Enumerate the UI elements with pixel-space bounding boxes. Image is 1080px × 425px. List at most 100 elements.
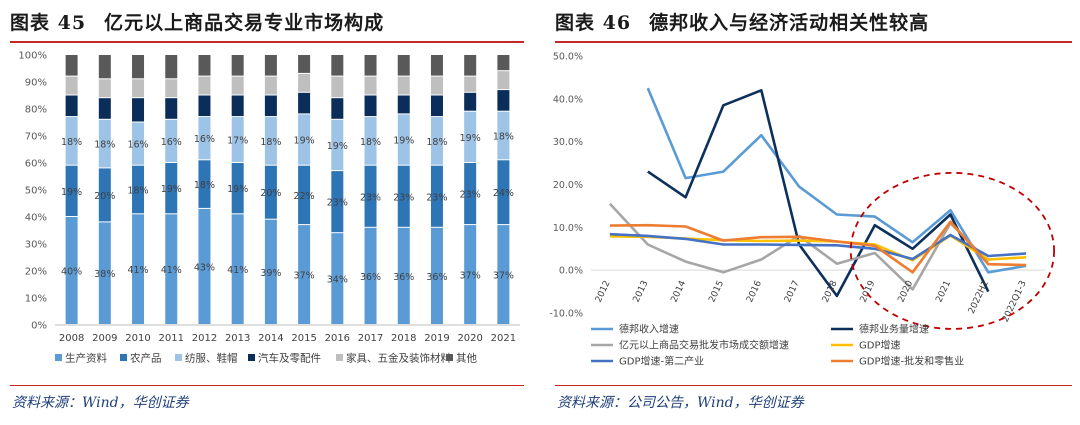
bar-segment xyxy=(430,227,443,324)
bar-segment xyxy=(430,165,443,227)
bar-segment xyxy=(264,165,277,219)
x-tick-label: 2011 xyxy=(159,333,184,344)
right-title-rule xyxy=(555,41,1072,43)
x-tick-label: 2014 xyxy=(258,333,283,344)
x-tick-label: 2013 xyxy=(225,333,250,344)
y-tick-label: 40.0% xyxy=(553,94,583,105)
bar-data-label: 18% xyxy=(493,132,514,143)
series-line xyxy=(647,89,990,298)
left-panel: 图表 45 亿元以上商品交易专业市场构成 0% 10% 20% 30% 40% 50% 60%… xyxy=(0,0,532,425)
left-figure-number: 图表 45 xyxy=(10,12,87,34)
bar-segment xyxy=(198,95,211,117)
bar-segment xyxy=(397,55,410,76)
bar-segment xyxy=(198,55,211,76)
highlight-ellipse xyxy=(849,171,1055,330)
bar-segment xyxy=(98,79,111,98)
bar-segment xyxy=(464,225,477,324)
bar-segment xyxy=(464,55,477,76)
legend-swatch xyxy=(248,354,255,361)
bar-segment xyxy=(497,55,510,71)
bar-data-label: 23% xyxy=(393,192,414,203)
y-tick-label: 80% xyxy=(25,105,47,116)
y-tick-label: 20.0% xyxy=(553,180,583,191)
bar-segment xyxy=(464,163,477,225)
bar-segment xyxy=(397,227,410,324)
bar-segment xyxy=(132,79,145,98)
bar-segment xyxy=(364,95,377,117)
legend-label: 其他 xyxy=(456,352,477,365)
bar-segment xyxy=(165,55,178,79)
x-tick-label: 2018 xyxy=(391,333,416,344)
right-figure-title-text: 德邦收入与经济活动相关性较高 xyxy=(649,12,930,34)
bar-segment xyxy=(298,55,311,73)
y-tick-label: -10.0% xyxy=(549,309,583,320)
x-tick-label: 2021 xyxy=(934,279,953,304)
y-tick-label: 10% xyxy=(25,294,47,305)
x-tick-label: 2020 xyxy=(457,333,482,344)
bar-data-label: 41% xyxy=(161,265,182,276)
x-tick-label: 2012 xyxy=(192,333,217,344)
bar-data-label: 19% xyxy=(61,187,82,198)
bar-segment xyxy=(231,76,244,95)
bar-segment xyxy=(231,117,244,162)
x-tick-label: 2013 xyxy=(632,279,651,304)
left-figure-title: 图表 45 亿元以上商品交易专业市场构成 xyxy=(10,8,384,35)
bar-data-label: 19% xyxy=(393,136,414,147)
bar-segment xyxy=(165,119,178,162)
x-tick-label: 2020 xyxy=(897,279,916,304)
bar-data-label: 20% xyxy=(94,191,115,202)
bar-segment xyxy=(98,55,111,79)
y-tick-label: 0.0% xyxy=(559,266,583,277)
legend-swatch xyxy=(55,354,62,361)
bar-data-label: 18% xyxy=(194,180,215,191)
bar-segment xyxy=(198,208,211,324)
series-line xyxy=(646,87,1027,274)
bar-segment xyxy=(430,95,443,117)
legend-label: GDP增速 xyxy=(859,339,900,352)
bar-data-label: 17% xyxy=(227,136,248,147)
bar-segment xyxy=(364,55,377,76)
x-tick-label: 2012 xyxy=(594,279,613,304)
bar-segment xyxy=(298,114,311,165)
x-tick-label: 2019 xyxy=(424,333,449,344)
series-line xyxy=(609,232,1027,261)
bar-segment xyxy=(331,119,344,171)
y-tick-label: 30% xyxy=(25,240,47,251)
bar-segment xyxy=(298,92,311,114)
bar-segment xyxy=(231,163,244,214)
bar-data-label: 23% xyxy=(360,192,381,203)
bar-segment xyxy=(165,214,178,324)
legend-label: 亿元以上商品交易批发市场成交额增速 xyxy=(619,339,789,352)
legend-label: 生产资料 xyxy=(65,352,107,365)
bar-segment xyxy=(397,165,410,227)
left-title-rule xyxy=(10,41,524,43)
bar-segment xyxy=(65,217,78,324)
bar-segment xyxy=(231,55,244,76)
y-tick-label: 40% xyxy=(25,213,47,224)
bar-segment xyxy=(98,119,111,168)
bar-data-label: 16% xyxy=(127,140,148,151)
y-tick-label: 50% xyxy=(25,186,47,197)
bar-data-label: 23% xyxy=(327,198,348,209)
stacked-bar-chart: 0% 10% 20% 30% 40% 50% 60% 70% 80% 90% 100% 40% 19% 1… xyxy=(18,51,520,365)
bar-segment xyxy=(331,171,344,233)
bar-segment xyxy=(397,95,410,114)
right-figure-number: 图表 46 xyxy=(555,12,632,34)
bar-segment xyxy=(198,117,211,160)
bar-segment xyxy=(264,219,277,324)
right-figure-title: 图表 46 德邦收入与经济活动相关性较高 xyxy=(555,8,929,35)
bar-data-label: 16% xyxy=(161,137,182,148)
bar-data-label: 19% xyxy=(327,141,348,152)
bar-segment xyxy=(497,71,510,90)
x-tick-label: 2015 xyxy=(707,279,726,304)
x-tick-label: 2015 xyxy=(291,333,316,344)
bar-data-label: 43% xyxy=(194,262,215,273)
x-tick-label: 2021 xyxy=(491,333,516,344)
bar-data-label: 23% xyxy=(460,190,481,201)
bar-segment xyxy=(298,165,311,225)
bar-data-label: 40% xyxy=(61,267,82,278)
bar-segment xyxy=(264,55,277,76)
bar-segment xyxy=(65,95,78,117)
bar-segment xyxy=(132,165,145,214)
y-tick-label: 20% xyxy=(25,267,47,278)
